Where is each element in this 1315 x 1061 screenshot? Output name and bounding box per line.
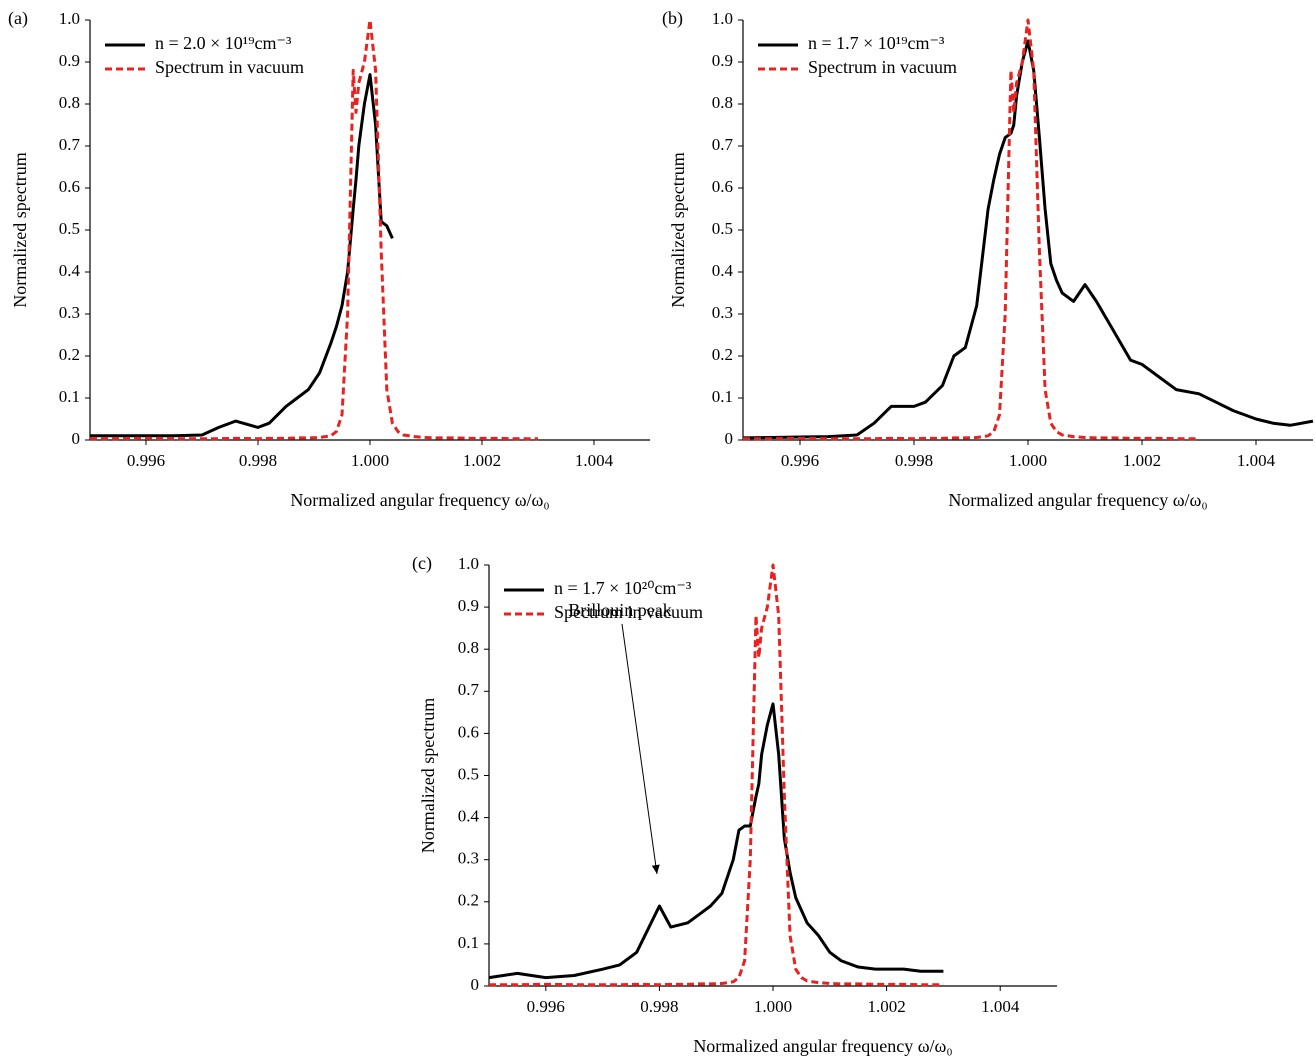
- legend-label: n = 2.0 × 10¹⁹cm⁻³: [155, 33, 292, 53]
- x-axis-title: Normalized angular frequency ω/ω₀: [693, 1036, 952, 1056]
- x-tick-label: 0.998: [239, 451, 277, 470]
- y-tick-label: 0.1: [712, 387, 733, 406]
- x-tick-label: 1.002: [463, 451, 501, 470]
- x-tick-label: 0.998: [895, 451, 933, 470]
- y-tick-label: 0.3: [59, 303, 80, 322]
- y-tick-label: 1.0: [59, 9, 80, 28]
- series-line: [488, 702, 944, 980]
- x-tick-label: 1.000: [754, 997, 792, 1016]
- y-tick-label: 0.4: [458, 807, 480, 826]
- y-tick-label: 0.2: [712, 345, 733, 364]
- y-tick-label: 0.8: [59, 93, 80, 112]
- x-tick-label: 1.000: [1009, 451, 1047, 470]
- y-tick-label: 0.1: [458, 933, 479, 952]
- x-tick-label: 0.996: [127, 451, 165, 470]
- legend-label: n = 1.7 × 10¹⁹cm⁻³: [808, 33, 945, 53]
- x-axis-title: Normalized angular frequency ω/ω₀: [290, 490, 549, 510]
- y-tick-label: 0.9: [59, 51, 80, 70]
- y-tick-label: 0.7: [59, 135, 81, 154]
- series-line: [90, 73, 394, 438]
- x-tick-label: 1.002: [1123, 451, 1161, 470]
- y-tick-label: 0.7: [712, 135, 734, 154]
- y-tick-label: 0.6: [458, 722, 479, 741]
- y-tick-label: 0.4: [712, 261, 734, 280]
- y-tick-label: 1.0: [458, 554, 479, 573]
- y-tick-label: 0.8: [458, 638, 479, 657]
- y-tick-label: 0.9: [458, 596, 479, 615]
- x-tick-label: 1.000: [351, 451, 389, 470]
- y-axis-title: Normalized spectrum: [418, 698, 438, 853]
- legend-label: Spectrum in vacuum: [155, 57, 304, 77]
- x-tick-label: 0.998: [640, 997, 678, 1016]
- y-tick-label: 0.5: [59, 219, 80, 238]
- x-tick-label: 0.996: [527, 997, 565, 1016]
- y-tick-label: 0.8: [712, 93, 733, 112]
- y-tick-label: 0.5: [712, 219, 733, 238]
- legend-label: Spectrum in vacuum: [808, 57, 957, 77]
- legend-label: n = 1.7 × 10²⁰cm⁻³: [554, 578, 692, 598]
- series-line: [742, 39, 1314, 440]
- x-tick-label: 0.996: [781, 451, 819, 470]
- y-axis-title: Normalized spectrum: [668, 152, 688, 307]
- y-tick-label: 0.5: [458, 764, 479, 783]
- annotation-arrow: [621, 623, 660, 875]
- y-tick-label: 0.6: [712, 177, 733, 196]
- panel-label: (c): [412, 553, 432, 574]
- annotation: Brillouin peak: [568, 600, 671, 620]
- panel-label: (b): [662, 8, 683, 29]
- y-axis-title: Normalized spectrum: [10, 152, 30, 307]
- y-tick-label: 0.7: [458, 680, 480, 699]
- y-tick-label: 0.9: [712, 51, 733, 70]
- y-tick-label: 0.2: [59, 345, 80, 364]
- series-line: [90, 18, 538, 441]
- y-tick-label: 0: [471, 975, 480, 994]
- series-line: [489, 563, 944, 987]
- x-axis-title: Normalized angular frequency ω/ω₀: [948, 490, 1207, 510]
- y-tick-label: 0: [72, 429, 81, 448]
- x-tick-label: 1.002: [867, 997, 905, 1016]
- panel-label: (a): [8, 8, 28, 29]
- x-tick-label: 1.004: [1237, 451, 1276, 470]
- y-tick-label: 0.3: [712, 303, 733, 322]
- y-tick-label: 0.2: [458, 891, 479, 910]
- y-tick-label: 0: [725, 429, 734, 448]
- x-tick-label: 1.004: [575, 451, 614, 470]
- y-tick-label: 0.6: [59, 177, 80, 196]
- y-tick-label: 0.4: [59, 261, 81, 280]
- y-tick-label: 0.3: [458, 849, 479, 868]
- y-tick-label: 0.1: [59, 387, 80, 406]
- legend-label: Spectrum in vacuum: [554, 602, 703, 622]
- y-tick-label: 1.0: [712, 9, 733, 28]
- series-line: [743, 18, 1199, 441]
- x-tick-label: 1.004: [981, 997, 1020, 1016]
